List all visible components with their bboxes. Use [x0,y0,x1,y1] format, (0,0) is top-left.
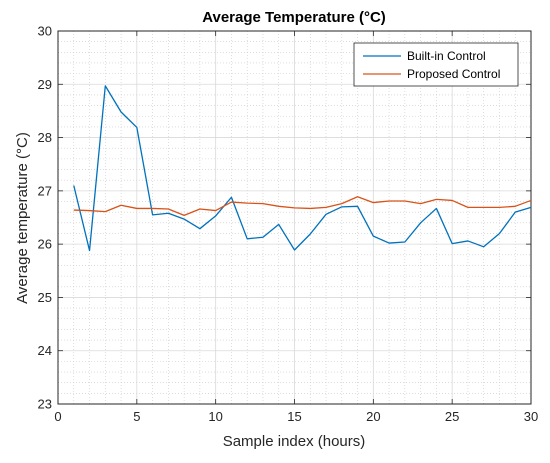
x-tick-label: 20 [366,409,380,424]
chart-title: Average Temperature (°C) [202,9,386,26]
legend: Built-in Control Proposed Control [354,43,518,86]
x-tick-label: 15 [287,409,301,424]
x-axis-label: Sample index (hours) [223,433,366,450]
x-tick-label: 30 [524,409,538,424]
x-tick-label: 0 [54,409,61,424]
y-tick-label: 23 [38,397,52,412]
legend-label-built-in-control: Built-in Control [407,49,486,63]
y-tick-label: 30 [38,24,52,39]
y-tick-label: 27 [38,183,52,198]
x-tick-label: 5 [133,409,140,424]
y-tick-label: 25 [38,290,52,305]
y-tick-label: 26 [38,237,52,252]
x-tick-label: 10 [208,409,222,424]
y-tick-label: 24 [38,343,52,358]
y-tick-label: 29 [38,77,52,92]
y-tick-label: 28 [38,130,52,145]
x-tick-label: 25 [445,409,459,424]
y-axis-label: Average temperature (°C) [14,132,31,304]
legend-label-proposed-control: Proposed Control [407,67,500,81]
